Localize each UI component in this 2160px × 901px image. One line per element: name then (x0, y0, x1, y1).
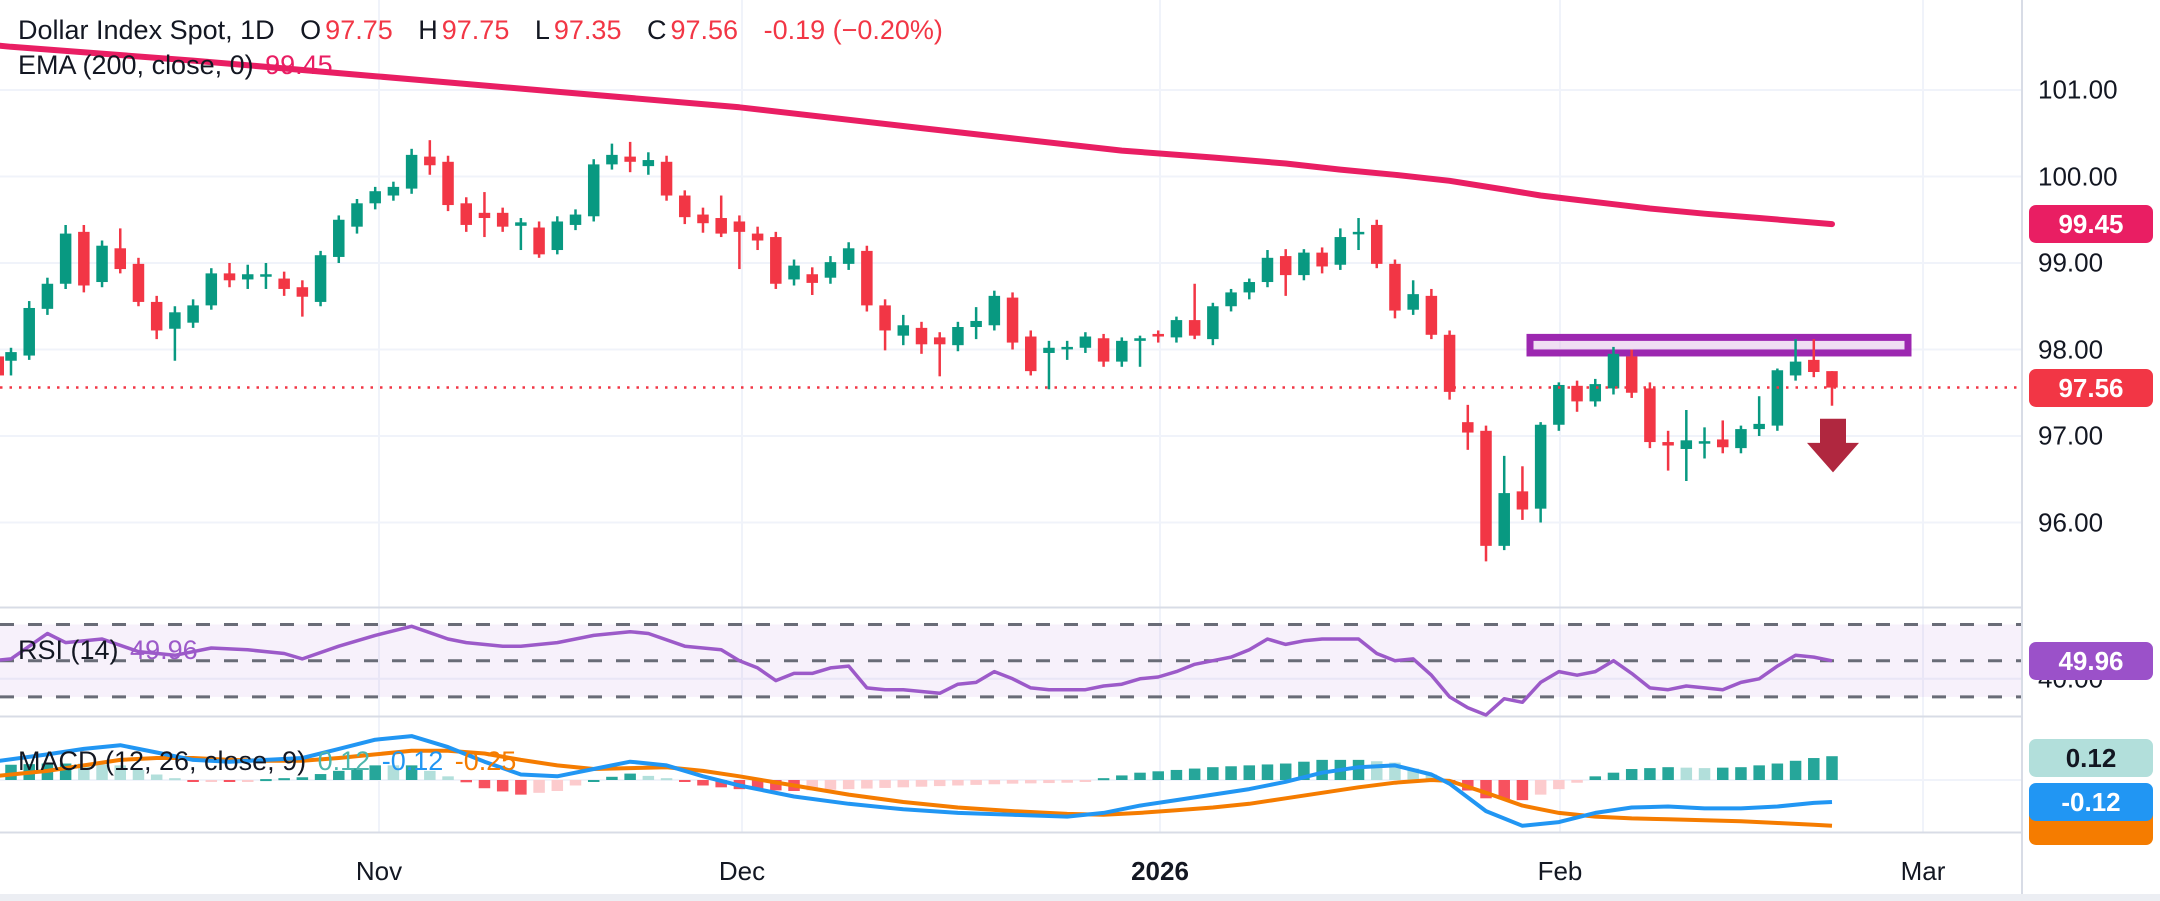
ema-legend-label: EMA (200, close, 0) (18, 50, 254, 80)
rsi-band (0, 623, 2022, 699)
rsi-legend-label: RSI (14) (18, 635, 119, 665)
symbol-title[interactable]: Dollar Index Spot, 1D (18, 15, 275, 45)
macd-hist-badge: 0.12 (2029, 739, 2153, 778)
resistance-box[interactable] (1526, 333, 1912, 357)
ema-legend[interactable]: EMA (200, close, 0) 99.45 (18, 48, 333, 82)
candles-layer[interactable] (0, 140, 1838, 562)
price-axis-label: 97.00 (2038, 420, 2104, 451)
macd-legend[interactable]: MACD (12, 26, close, 9) 0.12 -0.12 -0.25 (18, 744, 516, 778)
close-label: C (646, 15, 667, 45)
ema-legend-value: 99.45 (265, 50, 333, 80)
down-arrow[interactable] (1807, 418, 1859, 473)
price-axis-label: 98.00 (2038, 334, 2104, 364)
time-axis-label-dec: Dec (718, 856, 766, 886)
price-axis-label: 100.00 (2038, 161, 2118, 191)
macd-signal-value: -0.25 (454, 746, 517, 776)
open-value: 97.75 (325, 15, 393, 45)
rsi-legend[interactable]: RSI (14) 49.96 (18, 633, 198, 667)
macd-line-value: -0.12 (381, 746, 444, 776)
time-axis-label-2026: 2026 (1131, 856, 1189, 886)
rsi-legend-value: 49.96 (130, 635, 198, 665)
ema-line[interactable] (0, 42, 1835, 228)
low-value: 97.35 (553, 15, 622, 45)
time-axis-label-nov: Nov (355, 856, 403, 886)
time-axis-label-feb: Feb (1537, 856, 1583, 886)
low-label: L (534, 15, 550, 45)
rsi-line[interactable] (0, 624, 1833, 717)
high-label: H (418, 15, 438, 45)
macd-legend-label: MACD (12, 26, close, 9) (18, 746, 307, 776)
macd-line-badge: -0.12 (2029, 782, 2153, 821)
macd-line[interactable] (0, 734, 1833, 828)
open-label: O (300, 15, 322, 45)
macd-signal-line[interactable] (0, 748, 1833, 828)
price-axis-label: 96.00 (2038, 507, 2104, 537)
change-value: -0.19 (−0.20%) (763, 15, 943, 45)
price-axis-label: 99.00 (2038, 247, 2104, 278)
high-value: 97.75 (441, 15, 510, 45)
price-axis-label: 101.00 (2038, 74, 2118, 105)
last-price-badge: 97.56 (2029, 368, 2153, 407)
macd-hist-value: 0.12 (317, 746, 371, 776)
main-legend[interactable]: Dollar Index Spot, 1D O 97.75 H 97.75 L 97.… (18, 13, 943, 47)
ema-badge: 99.45 (2029, 205, 2153, 244)
close-value: 97.56 (670, 15, 739, 45)
rsi-badge: 49.96 (2029, 641, 2153, 680)
time-axis-label-mar: Mar (1900, 856, 1946, 886)
